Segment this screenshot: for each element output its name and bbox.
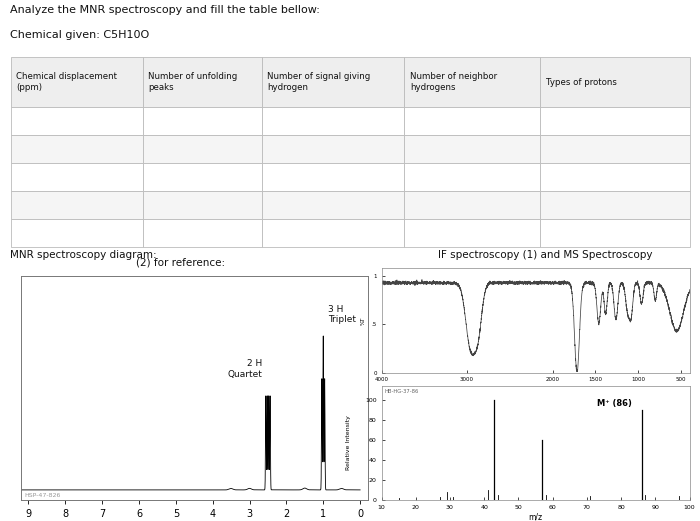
- Bar: [262, 191, 405, 219]
- Text: Number of signal giving
hydrogen: Number of signal giving hydrogen: [267, 72, 370, 92]
- Text: %T: %T: [361, 316, 366, 325]
- Bar: [143, 107, 262, 135]
- Bar: [143, 163, 262, 191]
- Text: Number of neighbor
hydrogens: Number of neighbor hydrogens: [410, 72, 497, 92]
- Text: HB-HG-37-86: HB-HG-37-86: [384, 389, 419, 394]
- Bar: [540, 219, 690, 247]
- Bar: [262, 107, 405, 135]
- Text: MNR spectroscopy diagram:: MNR spectroscopy diagram:: [10, 250, 157, 259]
- Bar: [262, 135, 405, 163]
- Text: 2 H
Quartet: 2 H Quartet: [228, 359, 262, 379]
- Text: (2) for reference:: (2) for reference:: [136, 257, 225, 267]
- Text: 3 H
Triplet: 3 H Triplet: [328, 305, 356, 324]
- X-axis label: m/z: m/z: [528, 513, 542, 521]
- Bar: [262, 219, 405, 247]
- Bar: [10, 57, 143, 107]
- Bar: [10, 191, 143, 219]
- Bar: [262, 57, 405, 107]
- Text: Chemical given: C5H10O: Chemical given: C5H10O: [10, 30, 150, 40]
- Bar: [10, 107, 143, 135]
- Bar: [405, 57, 540, 107]
- Bar: [405, 219, 540, 247]
- Text: IF spectroscopy (1) and MS Spectroscopy: IF spectroscopy (1) and MS Spectroscopy: [438, 250, 653, 259]
- Bar: [10, 163, 143, 191]
- Text: Number of unfolding
peaks: Number of unfolding peaks: [148, 72, 237, 92]
- Bar: [540, 163, 690, 191]
- Text: WAVENUMBER / c: WAVENUMBER / c: [512, 389, 559, 394]
- Text: HSP-47-826: HSP-47-826: [25, 493, 61, 498]
- Text: Analyze the MNR spectroscopy and fill the table bellow:: Analyze the MNR spectroscopy and fill th…: [10, 5, 321, 15]
- Bar: [143, 191, 262, 219]
- Bar: [405, 107, 540, 135]
- Bar: [143, 57, 262, 107]
- Bar: [405, 191, 540, 219]
- Bar: [540, 191, 690, 219]
- Bar: [540, 135, 690, 163]
- Bar: [405, 135, 540, 163]
- Text: M⁺ (86): M⁺ (86): [597, 399, 632, 408]
- Bar: [405, 163, 540, 191]
- Text: Types of protons: Types of protons: [545, 78, 617, 86]
- Bar: [10, 219, 143, 247]
- Bar: [143, 219, 262, 247]
- Bar: [540, 57, 690, 107]
- Bar: [262, 163, 405, 191]
- Bar: [143, 135, 262, 163]
- Bar: [10, 135, 143, 163]
- Text: Chemical displacement
(ppm): Chemical displacement (ppm): [16, 72, 117, 92]
- Y-axis label: Relative Intensity: Relative Intensity: [346, 415, 351, 470]
- Bar: [540, 107, 690, 135]
